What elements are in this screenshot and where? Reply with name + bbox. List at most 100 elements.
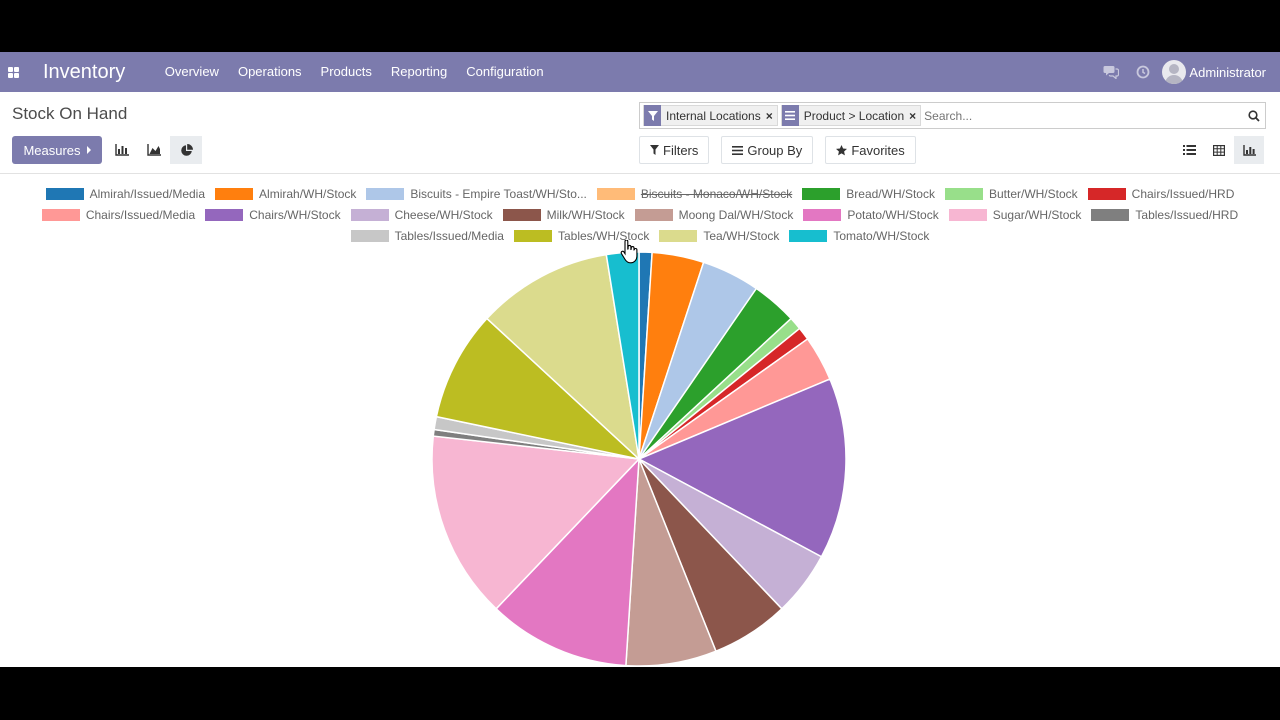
facet-label: Product > Location [803, 108, 905, 123]
legend-label: Biscuits - Monaco/WH/Stock [640, 186, 793, 201]
search-facet-groupby[interactable]: Product > Location × [780, 105, 922, 126]
list-view-icon[interactable] [1174, 136, 1204, 164]
filter-icon [644, 105, 661, 126]
legend-item[interactable]: Chairs/Issued/Media [41, 208, 195, 222]
pie-slice[interactable] [637, 378, 847, 558]
legend-item[interactable]: Milk/WH/Stock [502, 207, 625, 222]
legend-label: Cheese/WH/Stock [394, 207, 493, 222]
line-chart-icon[interactable] [138, 136, 170, 164]
legend-row: Chairs/Issued/Media Chairs/WH/Stock Cheese… [0, 204, 1280, 225]
legend-item[interactable]: Sugar/WH/Stock [948, 208, 1081, 222]
legend-label: Tea/WH/Stock [703, 228, 780, 243]
legend-label: Tables/Issued/HRD [1135, 207, 1239, 222]
legend-item[interactable]: Cheese/WH/Stock [350, 207, 493, 222]
pie-chart-icon[interactable] [170, 136, 202, 164]
legend-swatch [803, 208, 842, 221]
star-icon [836, 144, 848, 156]
pie-slice[interactable] [485, 253, 641, 462]
menu-configuration[interactable]: Configuration [466, 64, 544, 79]
avatar[interactable] [1162, 60, 1187, 84]
search-bar: Internal Locations × Product > Location … [639, 102, 1266, 129]
favorites-button[interactable]: Favorites [825, 136, 916, 164]
legend-item[interactable]: Moong Dal/WH/Stock [634, 208, 793, 222]
bars-icon [732, 145, 744, 155]
legend-swatch [659, 229, 698, 242]
legend-item[interactable]: Potato/WH/Stock [803, 207, 939, 222]
bar-chart-icon[interactable] [106, 136, 138, 164]
legend-swatch [215, 187, 254, 200]
legend-label: Bread/WH/Stock [846, 186, 935, 201]
graph-view-icon[interactable] [1234, 136, 1264, 164]
legend-swatch [1087, 187, 1126, 200]
legend-swatch [789, 229, 828, 242]
legend-item[interactable]: Tables/WH/Stock [513, 228, 650, 243]
menu-reporting[interactable]: Reporting [390, 64, 448, 79]
user-name[interactable]: Administrator [1189, 64, 1266, 80]
legend-swatch [350, 208, 389, 221]
control-panel: Stock On Hand Measures Internal Location… [0, 92, 1280, 174]
search-facet-filter[interactable]: Internal Locations × [643, 105, 778, 126]
legend-swatch [634, 208, 673, 221]
legend-item[interactable]: Butter/WH/Stock [944, 186, 1078, 201]
main-menu: Overview Operations Products Reporting C… [155, 52, 553, 92]
menu-operations[interactable]: Operations [237, 64, 302, 79]
pie-slice[interactable] [495, 456, 640, 667]
legend-item[interactable]: Biscuits - Monaco/WH/Stock [596, 186, 793, 201]
menu-products[interactable]: Products [320, 64, 372, 79]
favorites-label: Favorites [851, 142, 905, 158]
legend-label: Milk/WH/Stock [546, 207, 625, 222]
search-options: Filters Group By Favorites [639, 136, 928, 164]
legend-item[interactable]: Bread/WH/Stock [802, 187, 935, 201]
legend-swatch [948, 208, 987, 221]
legend-item[interactable]: Tomato/WH/Stock [789, 229, 929, 243]
pivot-view-icon[interactable] [1204, 136, 1234, 164]
legend-item[interactable]: Biscuits - Empire Toast/WH/Sto... [366, 187, 587, 201]
legend-row: Almirah/Issued/Media Almirah/WH/Stock Bisc… [0, 183, 1280, 204]
legend-swatch [41, 208, 80, 221]
app-brand[interactable]: Inventory [43, 60, 126, 83]
legend-label: Almirah/Issued/Media [89, 186, 206, 201]
legend-row: Tables/Issued/Media Tables/WH/Stock Tea/WH… [0, 225, 1280, 246]
group-by-label: Group By [747, 142, 803, 158]
legend-swatch [502, 208, 541, 221]
legend-item[interactable]: Chairs/Issued/HRD [1087, 186, 1235, 201]
search-icon[interactable] [1243, 105, 1265, 126]
legend-label: Chairs/Issued/HRD [1131, 186, 1235, 201]
letterbox-top [0, 0, 1280, 52]
legend-item[interactable]: Chairs/WH/Stock [205, 207, 341, 222]
group-by-button[interactable]: Group By [721, 136, 814, 164]
clock-icon[interactable] [1127, 52, 1159, 92]
legend-swatch [802, 187, 841, 200]
measures-button[interactable]: Measures [12, 136, 102, 164]
legend-swatch [205, 208, 244, 221]
legend-swatch [366, 187, 405, 200]
legend-swatch [513, 229, 552, 242]
app-window: Inventory Overview Operations Products R… [0, 52, 1280, 667]
search-input[interactable] [924, 105, 1243, 126]
legend-label: Tables/Issued/Media [394, 228, 504, 243]
legend-swatch [45, 187, 84, 200]
legend-label: Tomato/WH/Stock [833, 228, 930, 243]
pie-slice[interactable] [431, 435, 641, 610]
page-title: Stock On Hand [12, 104, 128, 123]
legend-item[interactable]: Almirah/WH/Stock [215, 187, 356, 201]
apps-menu-icon[interactable] [1, 52, 25, 92]
filter-icon [650, 145, 659, 155]
chat-icon[interactable] [1095, 52, 1127, 92]
facet-remove-icon[interactable]: × [909, 108, 917, 123]
legend-item[interactable]: Tables/Issued/Media [350, 228, 504, 243]
legend-label: Chairs/WH/Stock [249, 207, 341, 222]
view-switcher [1174, 136, 1264, 164]
letterbox-bottom [0, 667, 1280, 720]
facet-remove-icon[interactable]: × [765, 108, 773, 123]
legend-label: Potato/WH/Stock [847, 207, 939, 222]
filters-button[interactable]: Filters [639, 136, 710, 164]
legend-item[interactable]: Almirah/Issued/Media [45, 186, 206, 201]
pie-chart [431, 251, 847, 667]
legend-label: Tables/WH/Stock [557, 228, 650, 243]
legend-item[interactable]: Tea/WH/Stock [659, 229, 779, 243]
pie-slice[interactable] [435, 317, 642, 461]
menu-overview[interactable]: Overview [164, 64, 219, 79]
legend-label: Butter/WH/Stock [988, 186, 1078, 201]
legend-item[interactable]: Tables/Issued/HRD [1091, 208, 1238, 222]
